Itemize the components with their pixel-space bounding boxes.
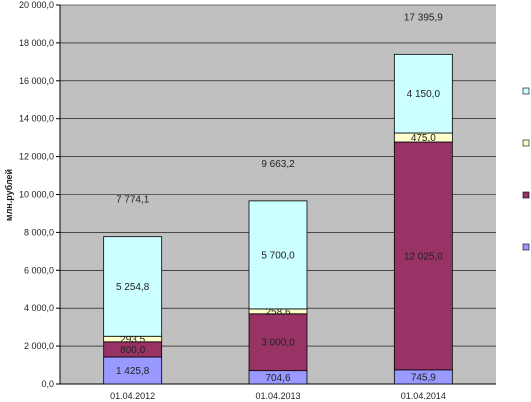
data-label: 800,0 bbox=[120, 345, 145, 356]
legend-swatch bbox=[522, 87, 530, 95]
data-label: 5 700,0 bbox=[261, 250, 295, 261]
data-label: 4 150,0 bbox=[407, 89, 441, 100]
y-axis-label: млн.рублей bbox=[4, 169, 14, 221]
data-label: 3 000,0 bbox=[261, 338, 295, 349]
data-label: 258,6 bbox=[265, 307, 290, 318]
bar-segment bbox=[248, 200, 308, 310]
y-tick-label: 2 000,0 bbox=[24, 341, 54, 351]
data-label: 293,5 bbox=[120, 335, 145, 346]
y-tick-label: 16 000,0 bbox=[19, 76, 54, 86]
total-label: 7 774,1 bbox=[116, 195, 150, 206]
y-tick-label: 18 000,0 bbox=[19, 38, 54, 48]
x-tick-label: 01.04.2013 bbox=[255, 391, 300, 401]
data-label: 475,0 bbox=[411, 133, 436, 144]
data-label: 12 025,0 bbox=[404, 251, 443, 262]
bar-segment bbox=[248, 313, 308, 372]
legend-swatch bbox=[522, 191, 530, 199]
total-label: 17 395,9 bbox=[404, 12, 443, 23]
legend bbox=[522, 87, 530, 251]
y-tick-label: 6 000,0 bbox=[24, 265, 54, 275]
x-axis-ticks: 01.04.2012 01.04.2013 01.04.2014 bbox=[110, 391, 446, 401]
legend-swatch bbox=[522, 139, 530, 147]
legend-swatch bbox=[522, 243, 530, 251]
bar-segment bbox=[393, 141, 453, 371]
bar-segment bbox=[393, 53, 453, 134]
x-tick-label: 01.04.2012 bbox=[110, 391, 155, 401]
y-tick-label: 12 000,0 bbox=[19, 152, 54, 162]
y-tick-label: 20 000,0 bbox=[19, 0, 54, 10]
x-tick-label: 01.04.2014 bbox=[401, 391, 446, 401]
y-tick-label: 8 000,0 bbox=[24, 227, 54, 237]
data-label: 1 425,8 bbox=[116, 366, 150, 377]
data-label: 5 254,8 bbox=[116, 282, 150, 293]
y-tick-label: 0,0 bbox=[41, 379, 54, 389]
bar-segment bbox=[103, 236, 163, 337]
y-tick-label: 4 000,0 bbox=[24, 303, 54, 313]
data-label: 704,6 bbox=[265, 373, 290, 384]
total-label: 9 663,2 bbox=[261, 159, 295, 170]
data-label: 745,9 bbox=[411, 372, 436, 383]
y-tick-label: 10 000,0 bbox=[19, 190, 54, 200]
y-tick-label: 14 000,0 bbox=[19, 114, 54, 124]
